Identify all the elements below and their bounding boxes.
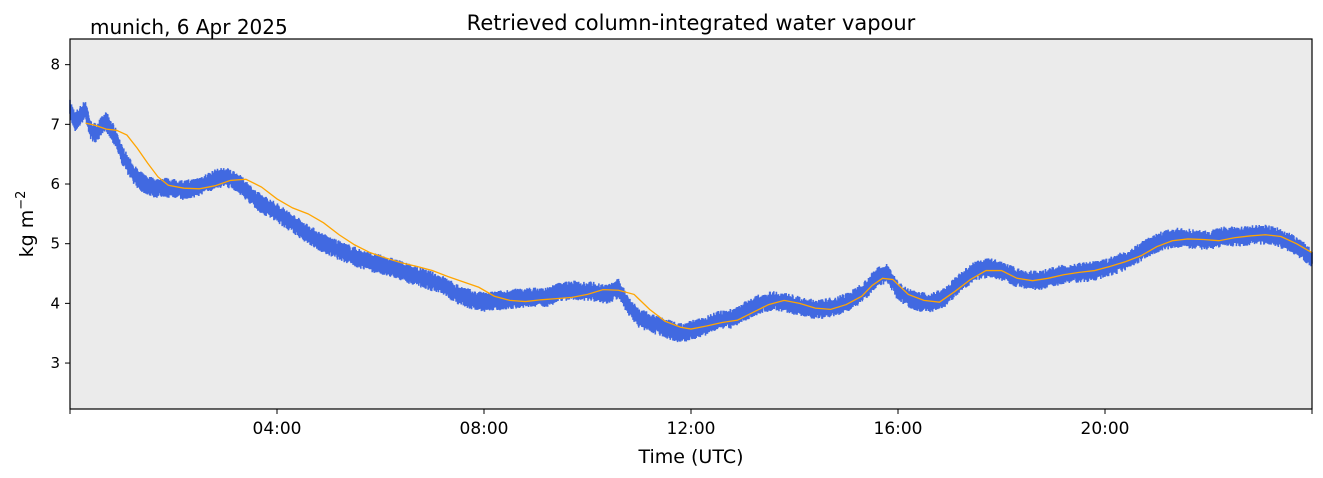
x-tick-label: 08:00 xyxy=(460,419,509,439)
plot-background xyxy=(70,39,1312,409)
y-tick-label: 8 xyxy=(50,56,60,74)
y-tick-label: 7 xyxy=(50,115,60,133)
x-axis-label: Time (UTC) xyxy=(637,446,743,468)
x-tick-label: 04:00 xyxy=(253,419,302,439)
x-tick-label: 12:00 xyxy=(667,419,716,439)
x-axis: 04:00 08:00 12:00 16:00 20:00 xyxy=(69,409,1313,439)
y-tick-label: 5 xyxy=(50,235,60,253)
y-axis-label-unit: kg m xyxy=(16,210,38,258)
smoothed-line-layer xyxy=(85,122,1313,330)
smoothed-line xyxy=(85,122,1313,330)
x-tick-label: 20:00 xyxy=(1081,419,1130,439)
y-axis-label-exponent: −2 xyxy=(14,191,29,210)
chart-title: Retrieved column-integrated water vapour xyxy=(467,11,916,35)
y-axis-label: kg m−2 xyxy=(14,191,38,258)
y-tick-label: 6 xyxy=(50,175,60,193)
y-axis: 3 4 5 6 7 8 xyxy=(50,56,70,372)
y-tick-label: 3 xyxy=(50,354,60,372)
y-tick-label: 4 xyxy=(50,294,60,312)
chart-subtitle: munich, 6 Apr 2025 xyxy=(90,15,288,39)
x-tick-label: 16:00 xyxy=(874,419,923,439)
